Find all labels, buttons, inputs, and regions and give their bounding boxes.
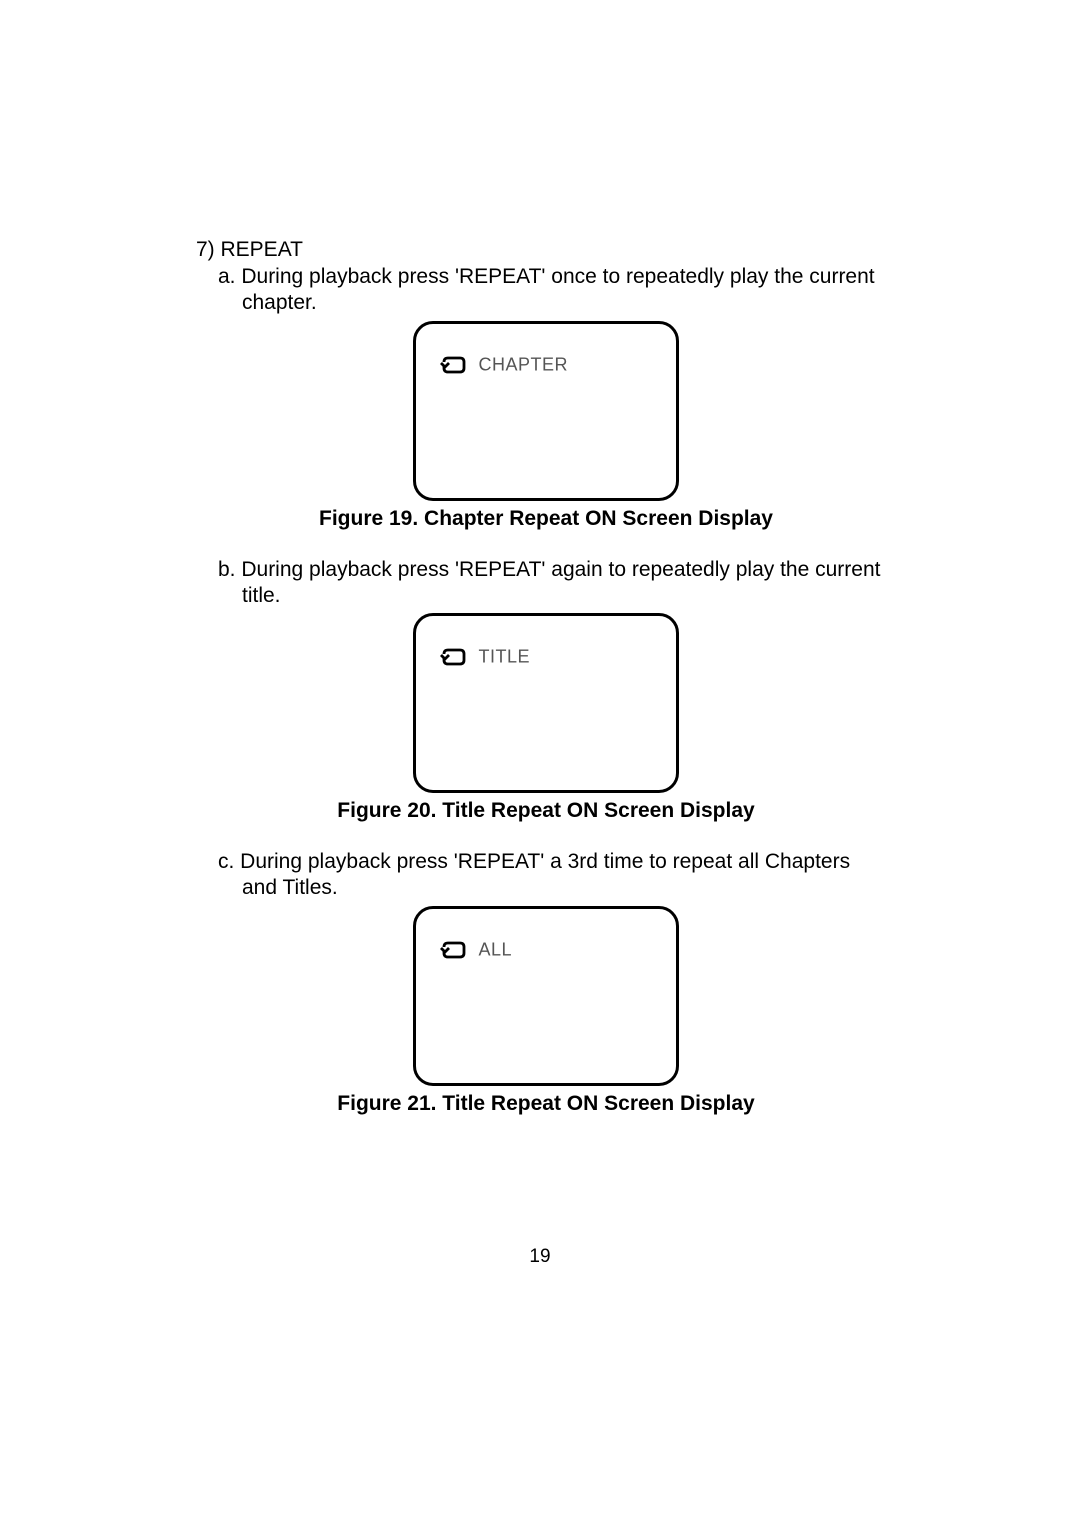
- item-c-line2: and Titles.: [242, 875, 896, 901]
- box-label-title: TITLE: [478, 647, 530, 667]
- page-number: 19: [0, 1246, 1080, 1268]
- figure-20-caption: Figure 20. Title Repeat ON Screen Displa…: [196, 799, 896, 823]
- section-item-a: a. During playback press 'REPEAT' once t…: [196, 264, 896, 531]
- figure-19-caption: Figure 19. Chapter Repeat ON Screen Disp…: [196, 507, 896, 531]
- item-a-line2: chapter.: [242, 290, 896, 316]
- display-box-title: TITLE: [413, 613, 679, 793]
- section-item-b: b. During playback press 'REPEAT' again …: [196, 557, 896, 824]
- figure-21-caption: Figure 21. Title Repeat ON Screen Displa…: [196, 1092, 896, 1116]
- display-box-all: ALL: [413, 906, 679, 1086]
- item-c-line1: c. During playback press 'REPEAT' a 3rd …: [218, 849, 896, 875]
- repeat-icon: [438, 354, 468, 376]
- item-a-line1: a. During playback press 'REPEAT' once t…: [218, 264, 896, 290]
- page-content: 7) REPEAT a. During playback press 'REPE…: [196, 238, 896, 1142]
- repeat-icon: [438, 646, 468, 668]
- section-heading: 7) REPEAT: [196, 238, 896, 262]
- box-label-chapter: CHAPTER: [478, 354, 568, 374]
- display-box-chapter: CHAPTER: [413, 321, 679, 501]
- item-b-line2: title.: [242, 583, 896, 609]
- item-b-line1: b. During playback press 'REPEAT' again …: [218, 557, 896, 583]
- repeat-icon: [438, 939, 468, 961]
- box-label-all: ALL: [478, 939, 512, 959]
- section-item-c: c. During playback press 'REPEAT' a 3rd …: [196, 849, 896, 1116]
